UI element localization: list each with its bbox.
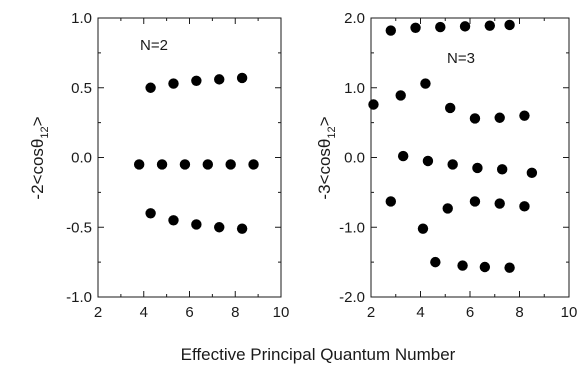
data-point: [442, 203, 453, 214]
data-point: [168, 215, 179, 226]
y-tick-label: 1.0: [71, 10, 92, 27]
x-tick-label: 10: [273, 304, 290, 321]
data-point: [494, 198, 505, 209]
right-annotation: N=3: [447, 50, 475, 67]
data-point: [504, 262, 515, 273]
right-y-tick-labels: 2.0 1.0 0.0 -1.0 -2.0: [339, 10, 365, 306]
left-ticks: [97, 17, 282, 298]
right-y-axis-label: -3<cosθ12>: [315, 116, 338, 199]
data-point: [248, 159, 259, 170]
data-point: [191, 219, 202, 230]
data-point: [225, 159, 236, 170]
data-point: [447, 159, 458, 170]
y-tick-label: 0.0: [71, 150, 92, 167]
y-tick-label: -0.5: [66, 219, 92, 236]
data-point: [202, 159, 213, 170]
data-point: [397, 150, 409, 162]
data-point: [133, 159, 145, 170]
x-tick-label: 4: [416, 304, 424, 321]
x-tick-label: 8: [515, 304, 523, 321]
data-point: [385, 196, 396, 207]
data-point: [472, 162, 483, 174]
x-tick-label: 4: [140, 304, 148, 321]
data-point: [420, 78, 431, 89]
data-point: [469, 113, 481, 124]
data-point: [479, 261, 491, 273]
data-point: [410, 22, 421, 33]
data-point: [457, 260, 468, 271]
right-ticks: [370, 17, 570, 298]
data-point: [459, 21, 471, 32]
data-point: [496, 164, 508, 175]
data-point: [519, 110, 530, 121]
y-tick-label: 1.0: [344, 80, 365, 97]
left-y-tick-labels: 1.0 0.5 0.0 -0.5 -1.0: [66, 10, 92, 306]
x-tick-label: 6: [185, 304, 193, 321]
data-point: [504, 19, 515, 31]
data-point: [156, 159, 168, 170]
data-point: [435, 21, 446, 33]
data-point: [422, 155, 434, 167]
x-tick-label: 8: [231, 304, 239, 321]
y-tick-label: -1.0: [339, 219, 365, 236]
y-tick-label: 0.0: [344, 150, 365, 167]
left-annotation: N=2: [140, 37, 168, 54]
data-point: [145, 82, 156, 93]
data-point: [385, 25, 396, 36]
x-tick-label: 10: [561, 304, 578, 321]
data-point: [214, 74, 225, 85]
x-axis-label: Effective Principal Quantum Number: [181, 345, 456, 364]
data-point: [519, 201, 530, 212]
data-point: [494, 112, 505, 123]
data-point: [168, 78, 179, 89]
data-point: [469, 196, 481, 207]
left-plot-frame: [97, 17, 282, 298]
data-point: [417, 223, 429, 234]
x-tick-label: 2: [94, 304, 102, 321]
data-point: [236, 72, 248, 84]
left-chart: 1.0 0.5 0.0 -0.5 -1.0 2 4 6 8 10 N=2 -2<cosθ12>: [28, 10, 289, 321]
data-point: [430, 256, 441, 268]
y-tick-label: -1.0: [66, 289, 92, 306]
x-tick-label: 6: [466, 304, 474, 321]
data-point: [484, 20, 495, 31]
data-point: [236, 223, 248, 234]
left-data-points: [133, 72, 259, 234]
right-data-points: [368, 19, 538, 273]
data-point: [368, 99, 379, 110]
data-point: [395, 90, 406, 101]
data-point: [191, 75, 202, 86]
left-x-tick-labels: 2 4 6 8 10: [94, 304, 290, 321]
right-x-tick-labels: 2 4 6 8 10: [367, 304, 578, 321]
left-y-axis-label: -2<cosθ12>: [28, 116, 51, 199]
data-point: [214, 222, 225, 233]
right-chart: 2.0 1.0 0.0 -1.0 -2.0 2 4 6 8 10 N=3 -3<cosθ12>: [315, 10, 577, 321]
y-tick-label: -2.0: [339, 289, 365, 306]
data-point: [179, 159, 191, 170]
y-tick-label: 0.5: [71, 80, 92, 97]
data-point: [445, 102, 456, 114]
x-tick-label: 2: [367, 304, 375, 321]
y-tick-label: 2.0: [344, 10, 365, 27]
data-point: [145, 208, 156, 219]
data-point: [526, 167, 538, 179]
